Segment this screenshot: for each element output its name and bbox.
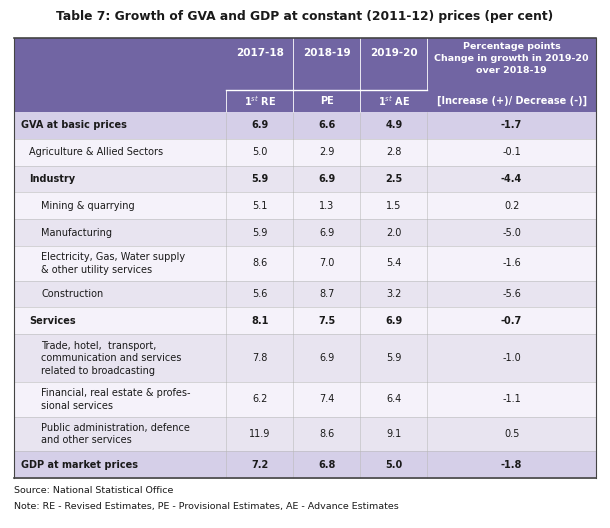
Text: 2018-19: 2018-19: [303, 48, 351, 58]
Text: -5.6: -5.6: [502, 289, 521, 299]
Text: 6.2: 6.2: [252, 394, 268, 404]
Text: -0.7: -0.7: [501, 316, 522, 326]
Text: 5.0: 5.0: [385, 459, 403, 469]
Text: 1.3: 1.3: [319, 201, 334, 211]
Text: -1.1: -1.1: [502, 394, 521, 404]
Text: Percentage points
Change in growth in 2019-20
over 2018-19: Percentage points Change in growth in 20…: [434, 42, 589, 74]
Text: Trade, hotel,  transport,
communication and services
related to broadcasting: Trade, hotel, transport, communication a…: [41, 341, 181, 375]
Text: 5.1: 5.1: [252, 201, 268, 211]
Bar: [14, 166, 596, 193]
Text: 8.1: 8.1: [251, 316, 268, 326]
Text: 5.9: 5.9: [251, 174, 268, 184]
Bar: [14, 112, 596, 139]
Text: 7.8: 7.8: [252, 353, 268, 363]
Bar: [14, 193, 596, 219]
Text: 6.9: 6.9: [319, 228, 334, 238]
Text: 4.9: 4.9: [385, 120, 403, 130]
Text: -4.4: -4.4: [501, 174, 522, 184]
Text: 1.5: 1.5: [386, 201, 401, 211]
Text: 5.0: 5.0: [252, 147, 268, 157]
Text: 5.9: 5.9: [252, 228, 268, 238]
Text: 7.5: 7.5: [318, 316, 336, 326]
Text: 8.6: 8.6: [319, 429, 334, 439]
Text: -0.1: -0.1: [502, 147, 521, 157]
Text: -1.0: -1.0: [502, 353, 521, 363]
Bar: [14, 280, 596, 307]
Text: 6.4: 6.4: [386, 394, 401, 404]
Text: 6.8: 6.8: [318, 459, 336, 469]
Text: 5.6: 5.6: [252, 289, 268, 299]
Bar: [14, 38, 596, 90]
Text: 2019-20: 2019-20: [370, 48, 418, 58]
Text: Industry: Industry: [29, 174, 75, 184]
Text: 7.0: 7.0: [319, 258, 334, 268]
Text: Mining & quarrying: Mining & quarrying: [41, 201, 135, 211]
Text: Note: RE - Revised Estimates, PE - Provisional Estimates, AE - Advance Estimates: Note: RE - Revised Estimates, PE - Provi…: [14, 502, 399, 511]
Text: GVA at basic prices: GVA at basic prices: [21, 120, 127, 130]
Text: Agriculture & Allied Sectors: Agriculture & Allied Sectors: [29, 147, 163, 157]
Text: 7.2: 7.2: [251, 459, 268, 469]
Bar: [14, 307, 596, 334]
Text: 11.9: 11.9: [249, 429, 271, 439]
Bar: [14, 417, 596, 451]
Text: Electricity, Gas, Water supply
& other utility services: Electricity, Gas, Water supply & other u…: [41, 252, 185, 275]
Text: -1.6: -1.6: [502, 258, 521, 268]
Text: -1.8: -1.8: [501, 459, 522, 469]
Bar: [14, 382, 596, 417]
Bar: [14, 219, 596, 246]
Text: 2.0: 2.0: [386, 228, 401, 238]
Text: 0.2: 0.2: [504, 201, 519, 211]
Bar: [14, 139, 596, 166]
Text: Manufacturing: Manufacturing: [41, 228, 112, 238]
Text: Source: National Statistical Office: Source: National Statistical Office: [14, 486, 173, 495]
Bar: [14, 90, 596, 112]
Text: 3.2: 3.2: [386, 289, 401, 299]
Text: 2.5: 2.5: [385, 174, 403, 184]
Text: 6.9: 6.9: [318, 174, 336, 184]
Text: Financial, real estate & profes-
sional services: Financial, real estate & profes- sional …: [41, 388, 190, 411]
Text: Services: Services: [29, 316, 76, 326]
Text: Public administration, defence
and other services: Public administration, defence and other…: [41, 423, 190, 445]
Text: Construction: Construction: [41, 289, 103, 299]
Text: 8.7: 8.7: [319, 289, 334, 299]
Text: 2.8: 2.8: [386, 147, 401, 157]
Text: GDP at market prices: GDP at market prices: [21, 459, 138, 469]
Text: 0.5: 0.5: [504, 429, 519, 439]
Text: 7.4: 7.4: [319, 394, 334, 404]
Bar: [14, 451, 596, 478]
Text: 2017-18: 2017-18: [236, 48, 284, 58]
Text: 2.9: 2.9: [319, 147, 334, 157]
Text: 5.9: 5.9: [386, 353, 401, 363]
Text: [Increase (+)/ Decrease (-)]: [Increase (+)/ Decrease (-)]: [437, 96, 587, 106]
Text: 6.9: 6.9: [251, 120, 268, 130]
Text: Table 7: Growth of GVA and GDP at constant (2011-12) prices (per cent): Table 7: Growth of GVA and GDP at consta…: [57, 10, 553, 23]
Text: 9.1: 9.1: [386, 429, 401, 439]
Text: 1$^{st}$ RE: 1$^{st}$ RE: [244, 94, 276, 108]
Text: -5.0: -5.0: [502, 228, 521, 238]
Text: 1$^{st}$ AE: 1$^{st}$ AE: [378, 94, 410, 108]
Text: 6.9: 6.9: [385, 316, 403, 326]
Bar: [14, 246, 596, 280]
Bar: [14, 334, 596, 382]
Text: 8.6: 8.6: [253, 258, 268, 268]
Text: PE: PE: [320, 96, 334, 106]
Text: 5.4: 5.4: [386, 258, 401, 268]
Text: 6.9: 6.9: [319, 353, 334, 363]
Text: 6.6: 6.6: [318, 120, 336, 130]
Text: -1.7: -1.7: [501, 120, 522, 130]
